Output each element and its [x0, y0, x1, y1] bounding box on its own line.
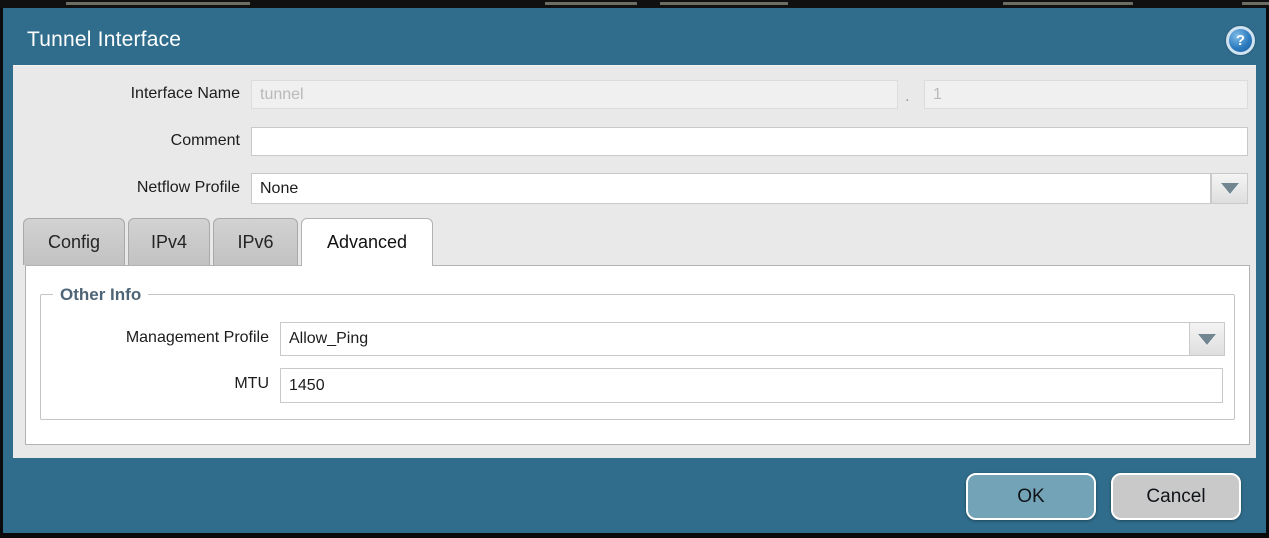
tunnel-interface-dialog: Tunnel Interface ? Interface Name . Comm… — [3, 8, 1266, 533]
management-profile-dropdown-button[interactable] — [1189, 322, 1225, 356]
netflow-profile-dropdown-button[interactable] — [1211, 173, 1248, 204]
netflow-profile-label: Netflow Profile — [136, 179, 240, 196]
background-page-remnant — [1242, 2, 1269, 5]
other-info-fieldset — [40, 294, 1235, 420]
mtu-label: MTU — [234, 375, 269, 392]
comment-input[interactable] — [251, 127, 1248, 156]
interface-name-label: Interface Name — [130, 85, 240, 102]
mtu-input[interactable] — [280, 368, 1223, 403]
question-mark-glyph: ? — [1235, 32, 1246, 49]
background-page-remnant — [1003, 2, 1133, 5]
tab-advanced-label: Advanced — [326, 232, 408, 252]
interface-name-field — [251, 80, 898, 109]
tab-config-label: Config — [47, 231, 101, 252]
interface-name-separator: . — [905, 88, 910, 105]
tab-config[interactable]: Config — [23, 218, 125, 265]
chevron-down-icon — [1198, 333, 1216, 345]
management-profile-combobox[interactable] — [280, 322, 1225, 356]
interface-unit-field — [924, 80, 1248, 109]
netflow-profile-combobox[interactable] — [251, 173, 1248, 204]
tab-advanced[interactable]: Advanced — [301, 218, 433, 266]
management-profile-value[interactable] — [280, 322, 1190, 356]
management-profile-label: Management Profile — [125, 329, 269, 346]
tab-ipv4-label: IPv4 — [150, 231, 188, 252]
cancel-button[interactable]: Cancel — [1111, 473, 1241, 520]
other-info-legend: Other Info — [53, 285, 149, 305]
tab-ipv6[interactable]: IPv6 — [213, 218, 298, 265]
background-page-remnant — [545, 2, 637, 5]
dialog-title: Tunnel Interface — [27, 28, 182, 51]
help-icon[interactable]: ? — [1226, 26, 1255, 55]
comment-label: Comment — [170, 132, 240, 149]
tab-ipv6-label: IPv6 — [237, 231, 274, 252]
background-page-remnant — [660, 2, 788, 5]
ok-button[interactable]: OK — [966, 473, 1096, 520]
background-page-strip — [0, 0, 1269, 8]
netflow-profile-value[interactable] — [251, 173, 1211, 204]
tab-ipv4[interactable]: IPv4 — [128, 218, 210, 265]
background-page-remnant — [66, 2, 250, 5]
chevron-down-icon — [1220, 183, 1239, 194]
